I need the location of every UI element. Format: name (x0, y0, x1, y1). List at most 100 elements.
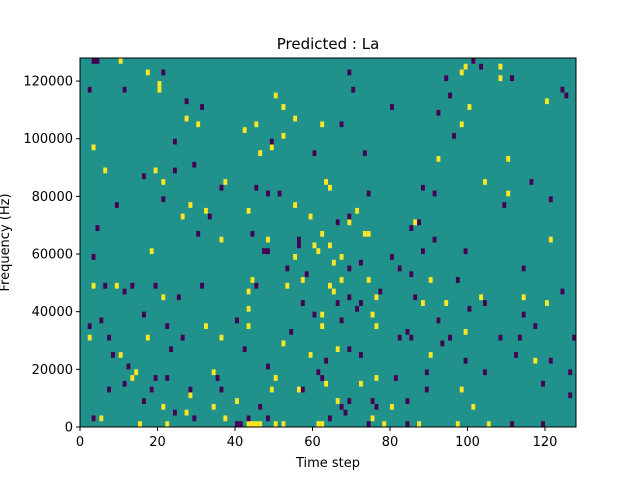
heatmap-cell-low (483, 300, 487, 306)
heatmap-cell-high (242, 127, 247, 133)
heatmap-cell-low (409, 334, 414, 341)
heatmap-cell-high (463, 328, 468, 335)
heatmap-cell-low (107, 386, 112, 393)
heatmap-cell-high (246, 288, 251, 295)
heatmap-cell-low (572, 334, 577, 341)
heatmap-cell-high (250, 277, 255, 283)
heatmap-cell-high (521, 294, 526, 301)
heatmap-cell-high (366, 230, 371, 237)
heatmap-cell-high (273, 375, 278, 381)
heatmap-cell-low (568, 392, 573, 399)
heatmap-cell-low (277, 190, 282, 197)
heatmap-cell-high (312, 242, 317, 249)
heatmap-cell-high (483, 179, 487, 185)
heatmap-cell-low (359, 300, 363, 306)
heatmap-cell-low (130, 282, 135, 289)
heatmap-cell-low (316, 369, 321, 376)
heatmap-cell-high (421, 300, 425, 306)
x-tick-label: 100 (455, 435, 480, 450)
heatmap-cell-high (428, 277, 433, 283)
heatmap-cell-high (428, 352, 433, 358)
y-tick-label: 20000 (32, 363, 73, 378)
heatmap-cell-high (366, 277, 371, 283)
heatmap-cell-low (548, 357, 553, 364)
heatmap-cell-high (235, 398, 239, 404)
x-tick-label: 80 (382, 435, 399, 450)
heatmap-cell-high (188, 392, 193, 399)
heatmap-cell-high (266, 236, 270, 243)
heatmap-cell-high (204, 323, 208, 329)
heatmap-cell-high (545, 98, 549, 105)
heatmap-cell-high (316, 421, 321, 427)
heatmap-cell-low (347, 265, 352, 272)
heatmap-cell-low (142, 311, 146, 318)
heatmap-cell-low (351, 86, 356, 93)
heatmap-plot-area (80, 58, 577, 427)
heatmap-cell-high (281, 340, 286, 347)
heatmap-cell-low (479, 63, 484, 70)
heatmap-cell-low (300, 300, 305, 306)
heatmap-cell-low (521, 265, 526, 272)
axis-ticks: 0 20 40 60 80 100 120 0 20000 40000 60000 80000 1000… (23, 75, 557, 450)
heatmap-cell-low (142, 398, 146, 404)
heatmap-cell-low (436, 317, 441, 324)
y-tick-label: 40000 (32, 305, 73, 320)
heatmap-cell-low (444, 75, 449, 82)
heatmap-cell-high (506, 156, 511, 162)
heatmap-cell-high (331, 259, 336, 266)
heatmap-cell-low (87, 323, 92, 329)
heatmap-cell-high (196, 121, 201, 128)
heatmap-cell-high (219, 334, 224, 341)
heatmap-cell-high (463, 63, 468, 70)
heatmap-cell-high (145, 69, 150, 76)
heatmap-cell-low (339, 317, 344, 324)
heatmap-cell-high (285, 282, 290, 289)
heatmap-cell-low (289, 328, 294, 335)
heatmap-cell-low (529, 179, 534, 185)
heatmap-cell-low (180, 334, 185, 341)
axes-frame (79, 57, 577, 428)
heatmap-cell-high (91, 282, 96, 289)
heatmap-cell-low (502, 202, 507, 208)
heatmap-cell-low (312, 311, 317, 318)
heatmap-cell-high (382, 421, 387, 427)
y-tick-label: 80000 (32, 190, 73, 205)
heatmap-cell-low (510, 421, 515, 427)
x-tick-label: 120 (533, 435, 558, 450)
heatmap-cell-high (293, 254, 298, 260)
heatmap-cell-low (122, 380, 127, 387)
heatmap-cell-high (87, 334, 92, 341)
heatmap-cell-low (421, 184, 425, 191)
heatmap-cell-low (362, 150, 367, 157)
heatmap-cell-high (328, 184, 332, 191)
heatmap-cell-low (378, 288, 383, 295)
heatmap-cell-low (409, 225, 414, 231)
heatmap-cell-low (440, 340, 445, 347)
heatmap-cell-low (405, 398, 410, 404)
heatmap-cell-high (370, 415, 375, 422)
heatmap-cell-low (173, 138, 177, 145)
heatmap-cell-low (207, 213, 212, 220)
heatmap-cell-high (250, 421, 255, 427)
heatmap-cell-low (235, 421, 239, 427)
heatmap-cell-low (541, 421, 546, 427)
heatmap-cell-high (246, 421, 251, 427)
heatmap-cell-high (130, 375, 135, 381)
heatmap-cell-low (339, 403, 344, 410)
heatmap-cell-high (459, 386, 464, 393)
heatmap-cell-high (293, 202, 298, 208)
heatmap-cell-low (173, 167, 177, 174)
heatmap-cell-low (343, 409, 348, 416)
heatmap-cell-low (192, 415, 197, 422)
heatmap-cell-low (390, 254, 394, 260)
heatmap-cell-low (91, 415, 96, 422)
heatmap-cell-low (262, 248, 267, 255)
heatmap-cell-high (339, 277, 344, 283)
heatmap-cell-high (545, 300, 549, 306)
heatmap-cell-low (111, 352, 115, 358)
heatmap-cell-low (188, 386, 193, 393)
heatmap-cell-low (215, 375, 220, 381)
heatmap-cell-low (347, 398, 352, 404)
heatmap-cell-high (188, 202, 193, 208)
heatmap-cell-high (273, 421, 278, 427)
